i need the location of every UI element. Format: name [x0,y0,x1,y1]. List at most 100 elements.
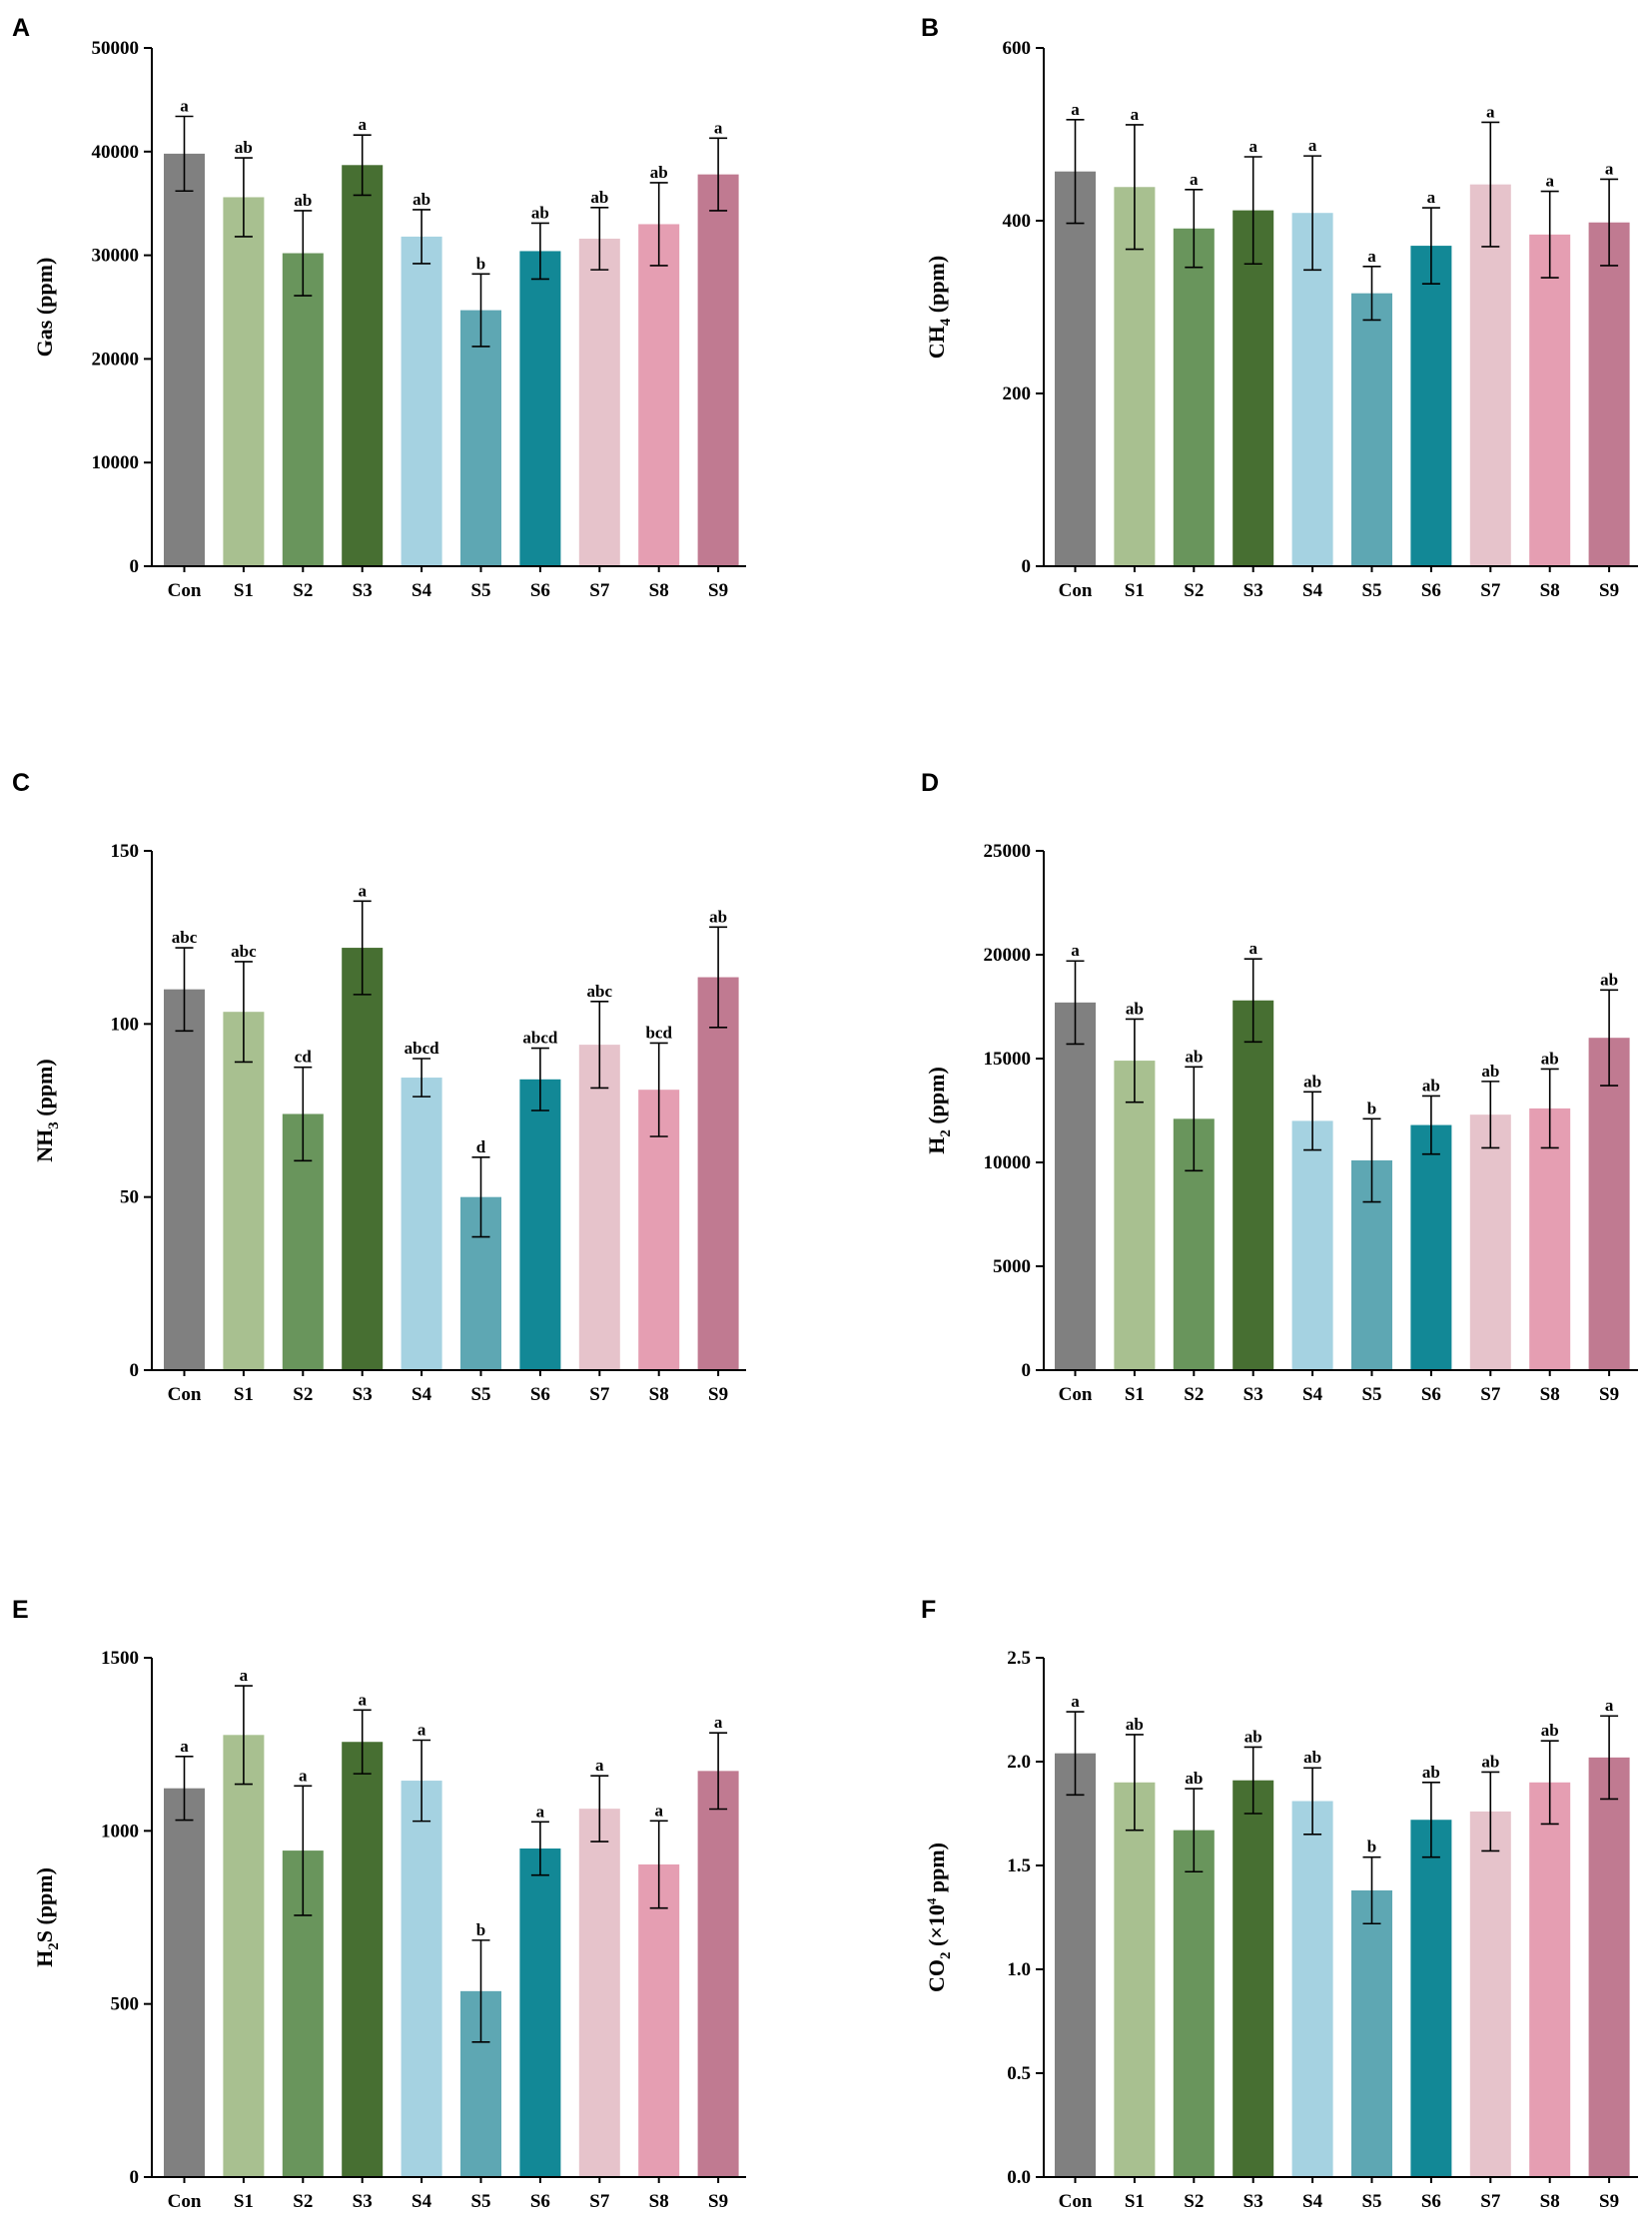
significance-letter: a [1545,172,1554,191]
significance-letter: a [1131,105,1140,124]
significance-letter: a [1367,247,1376,266]
significance-letter: a [1190,170,1199,189]
significance-letter: a [1605,159,1614,178]
significance-letter: a [1071,100,1080,119]
bar [1351,1889,1392,2177]
x-tick-label: S3 [1243,2191,1263,2212]
significance-letter: a [1071,1692,1080,1711]
bar [164,1788,205,2177]
significance-letter: ab [1600,970,1618,989]
significance-letter: ab [1541,1721,1559,1740]
significance-letter: ab [531,203,549,222]
significance-letter: a [180,97,189,116]
chart-panel-f: Fa Con ab S1 ab S2 ab S3 ab S4 b S5 ab S6 ab S7 ab S8 a S9 0… [921,1596,1638,2212]
y-tick-label: 400 [1003,211,1032,232]
bar [697,1771,739,2177]
bar [1233,1780,1274,2177]
significance-letter: ab [1422,1076,1440,1095]
significance-letter: b [476,1920,485,1939]
significance-letter: a [595,1756,604,1775]
x-tick-label: S3 [353,580,373,601]
bar [1529,234,1571,566]
significance-letter: a [1486,102,1495,121]
x-tick-label: S8 [1540,2191,1560,2212]
significance-letter: ab [1185,1769,1203,1788]
chart-panel-a: Aa Con ab S1 ab S2 a S3 ab S4 b S5 ab S6 ab S7 ab S8 a S9 0 1… [12,14,746,601]
y-tick-label: 0.0 [1007,2167,1031,2188]
x-tick-label: S2 [1184,580,1204,601]
bar [1469,1811,1511,2177]
y-axis-title: CH4 (ppm) [924,256,954,359]
significance-letter: a [714,1713,723,1732]
x-tick-label: S7 [1480,1384,1501,1405]
bar [638,1863,680,2177]
bar [1291,1801,1333,2177]
bar [282,253,324,567]
significance-letter: a [180,1737,189,1756]
y-axis-title: H2 (ppm) [924,1067,954,1154]
bar [401,1781,442,2177]
y-tick-label: 0 [1022,556,1032,577]
y-tick-label: 20000 [984,945,1032,966]
y-axis-title: CO2 (×104 ppm) [924,1843,954,1992]
significance-letter: abcd [405,1039,440,1058]
chart-panel-d: Da Con ab S1 ab S2 a S3 ab S4 b S5 ab S6 ab S7 ab S8 ab S9 0… [921,769,1638,1405]
y-tick-label: 5000 [993,1256,1031,1277]
bar [223,197,265,567]
bar [1588,1038,1630,1370]
bar [1529,1108,1571,1370]
x-tick-label: S4 [412,2191,432,2212]
x-tick-label: S9 [1599,1384,1619,1405]
x-tick-label: S7 [1480,580,1501,601]
significance-letter: ab [1126,1715,1144,1734]
x-tick-label: S7 [589,1384,610,1405]
x-tick-label: S8 [649,2191,669,2212]
x-tick-label: S2 [293,580,313,601]
x-tick-label: S1 [234,580,254,601]
y-tick-label: 0 [130,556,140,577]
significance-letter: ab [1185,1047,1203,1066]
significance-letter: d [476,1137,486,1156]
chart-panel-b: Ba Con a S1 a S2 a S3 a S4 a S5 a S6 a S7 a S8 a S9 0 200 400 6… [921,14,1638,601]
bar [578,238,620,566]
significance-letter: abc [172,928,198,947]
y-tick-label: 1000 [101,1821,139,1842]
y-tick-label: 25000 [984,841,1032,862]
y-tick-label: 50 [120,1187,139,1208]
bar [519,251,561,566]
x-tick-label: S6 [530,580,550,601]
y-tick-label: 600 [1003,38,1032,59]
panel-letter: C [12,769,30,797]
significance-letter: ab [709,907,727,926]
significance-letter: ab [1126,999,1144,1018]
significance-letter: ab [590,188,608,207]
y-tick-label: 0 [130,1360,140,1381]
x-tick-label: S6 [530,1384,550,1405]
significance-letter: a [358,881,367,900]
x-tick-label: S2 [1184,1384,1204,1405]
significance-letter: a [1248,137,1257,156]
significance-letter: a [358,115,367,134]
y-tick-label: 10000 [984,1152,1032,1173]
bar [164,153,205,566]
significance-letter: abc [231,942,257,961]
significance-letter: a [1248,939,1257,958]
bar [697,174,739,567]
x-tick-label: S5 [1361,1384,1381,1405]
y-tick-label: 0 [130,2167,140,2188]
bar [1410,1124,1452,1370]
bar [223,1735,265,2177]
x-tick-label: Con [1059,2191,1093,2212]
significance-letter: ab [235,138,253,157]
significance-letter: a [1427,188,1436,207]
significance-letter: ab [1481,1752,1499,1771]
significance-letter: a [1071,941,1080,960]
bar [1233,210,1274,566]
significance-letter: a [1605,1696,1614,1715]
bar [401,1078,442,1370]
bar [578,1045,620,1370]
significance-letter: ab [413,190,430,209]
y-tick-label: 2.0 [1007,1752,1031,1773]
x-tick-label: S4 [412,580,432,601]
